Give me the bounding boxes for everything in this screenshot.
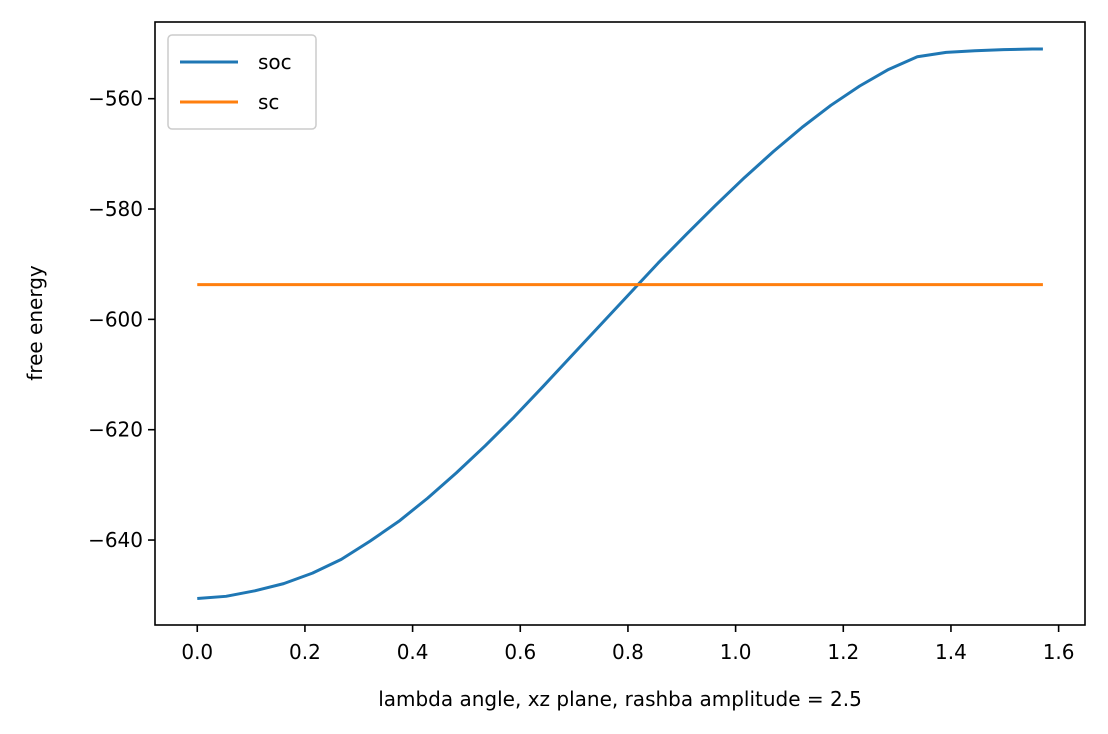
x-tick-label: 0.2 (289, 640, 321, 664)
x-tick-label: 1.6 (1043, 640, 1075, 664)
x-axis-label: lambda angle, xz plane, rashba amplitude… (378, 687, 862, 711)
x-tick-label: 1.4 (935, 640, 967, 664)
x-tick-label: 0.0 (181, 640, 213, 664)
y-tick-label: −580 (88, 197, 143, 221)
x-tick-label: 1.2 (827, 640, 859, 664)
x-tick-label: 0.8 (612, 640, 644, 664)
y-tick-label: −620 (88, 418, 143, 442)
y-tick-label: −560 (88, 87, 143, 111)
x-tick-label: 0.4 (397, 640, 429, 664)
x-tick-label: 0.6 (504, 640, 536, 664)
y-axis-label: free energy (23, 265, 47, 381)
x-axis-ticks: 0.0 0.2 0.4 0.6 0.8 1.0 1.2 1.4 1.6 (181, 625, 1075, 664)
y-tick-label: −640 (88, 528, 143, 552)
legend: soc sc (167, 34, 317, 130)
legend-label-soc: soc (258, 50, 292, 74)
y-axis-ticks: −640 −620 −600 −580 −560 (88, 87, 155, 552)
y-tick-label: −600 (88, 307, 143, 331)
legend-label-sc: sc (258, 90, 279, 114)
plot-frame (154, 21, 1086, 626)
x-tick-label: 1.0 (720, 640, 752, 664)
series-line-soc (197, 47, 1043, 601)
series-layer (197, 47, 1043, 601)
legend-box (167, 34, 317, 130)
